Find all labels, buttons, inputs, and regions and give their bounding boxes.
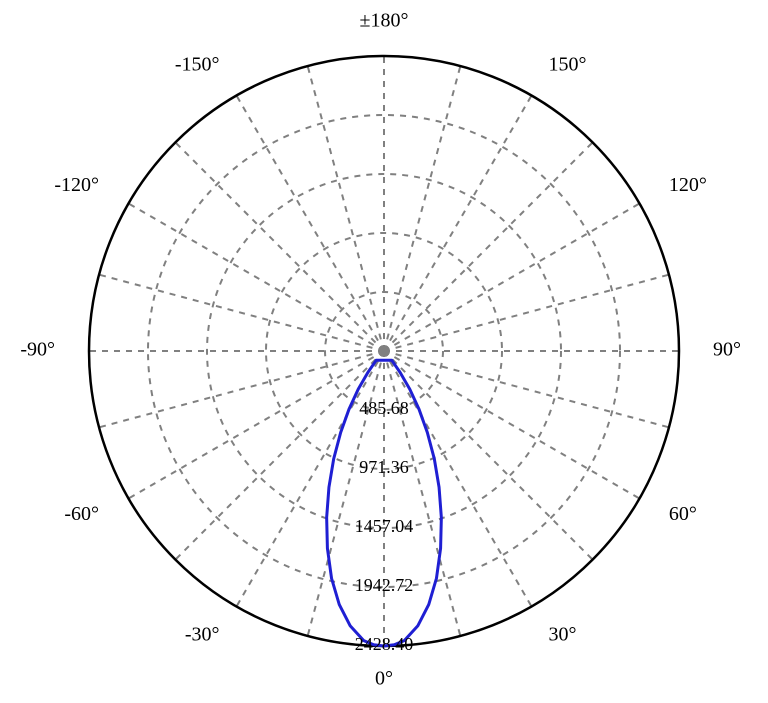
- angle-tick-label: 0°: [375, 668, 393, 690]
- grid-spoke: [384, 275, 669, 351]
- r-tick-label: 1942.72: [355, 575, 414, 595]
- grid-spoke: [99, 351, 384, 427]
- grid-spoke: [384, 96, 532, 351]
- grid-spoke: [384, 351, 669, 427]
- angle-tick-label: -150°: [175, 54, 220, 76]
- grid-spoke: [237, 351, 385, 606]
- angle-tick-label: -30°: [185, 624, 220, 646]
- angle-tick-label: -120°: [54, 174, 99, 196]
- r-tick-label: 971.36: [359, 457, 409, 477]
- grid: [89, 56, 679, 646]
- grid-spoke: [129, 204, 384, 352]
- angle-tick-label: 150°: [549, 54, 587, 76]
- angle-tick-label: 30°: [549, 624, 577, 646]
- angle-tick-label: 90°: [713, 339, 741, 361]
- polar-chart: 485.68 971.36 1457.04 1942.72 2428.40 0° 30° 6…: [0, 0, 768, 703]
- grid-spoke: [384, 204, 639, 352]
- r-tick-label: 1457.04: [355, 516, 414, 536]
- grid-spoke: [384, 351, 639, 499]
- grid-spoke: [237, 96, 385, 351]
- grid-spoke: [308, 66, 384, 351]
- angle-tick-label: -60°: [64, 503, 99, 525]
- grid-spoke: [384, 351, 593, 560]
- angle-tick-label: ±180°: [360, 10, 409, 32]
- angle-tick-label: 60°: [669, 503, 697, 525]
- grid-spoke: [175, 351, 384, 560]
- grid-spoke: [384, 142, 593, 351]
- r-tick-label: 485.68: [359, 398, 409, 418]
- grid-spoke: [175, 142, 384, 351]
- grid-spoke: [384, 66, 460, 351]
- grid-spoke: [99, 275, 384, 351]
- grid-spoke: [129, 351, 384, 499]
- r-tick-label: 2428.40: [355, 634, 414, 654]
- angle-tick-label: -90°: [20, 339, 55, 361]
- grid-spoke: [384, 351, 532, 606]
- angle-tick-label: 120°: [669, 174, 707, 196]
